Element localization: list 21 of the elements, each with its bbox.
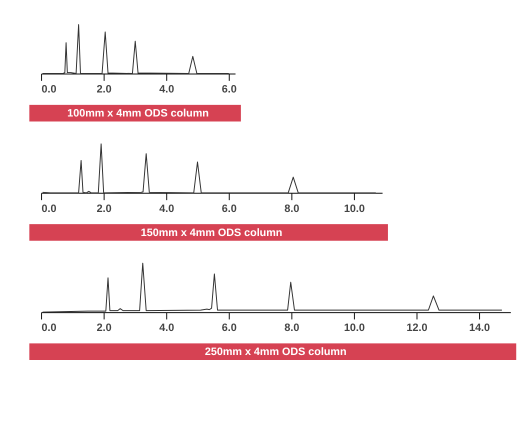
- x-tick-label: 12.0: [406, 322, 428, 334]
- x-tick-label: 6.0: [222, 84, 237, 96]
- x-axis-title: 250mm x 4mm ODS column: [204, 346, 347, 358]
- x-tick-label: 4.0: [159, 84, 174, 96]
- x-tick-label: 14.0: [469, 322, 490, 334]
- x-tick-label: 4.0: [159, 322, 174, 334]
- x-axis-title: 100mm x 4mm ODS column: [67, 108, 209, 120]
- x-tick-label: 6.0: [222, 322, 237, 334]
- x-tick-label: 2.0: [96, 84, 112, 96]
- x-tick-label: 0.0: [42, 84, 57, 96]
- x-tick-label: 4.0: [159, 202, 174, 215]
- x-tick-label: 8.0: [284, 322, 300, 334]
- x-tick-label: 10.0: [344, 322, 365, 334]
- x-tick-label: 0.0: [42, 322, 57, 334]
- x-axis-title: 150mm x 4mm ODS column: [140, 226, 282, 239]
- x-tick-label: 6.0: [222, 202, 237, 215]
- x-tick-label: 0.0: [42, 202, 57, 215]
- x-tick-label: 10.0: [344, 202, 365, 215]
- x-tick-label: 2.0: [96, 322, 112, 334]
- x-tick-label: 8.0: [284, 202, 300, 215]
- x-tick-label: 2.0: [96, 202, 112, 215]
